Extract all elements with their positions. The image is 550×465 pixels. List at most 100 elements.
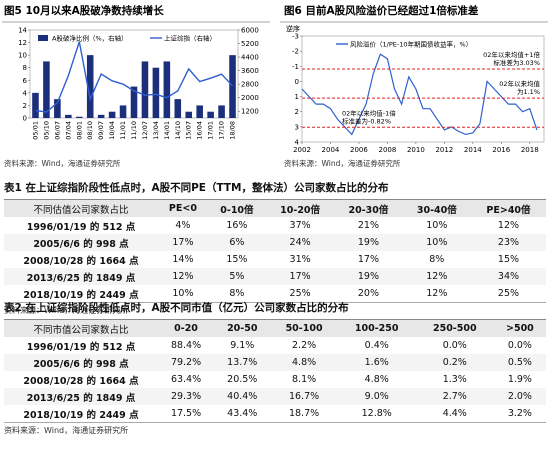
- bar: [119, 105, 127, 118]
- table-row: 2018/10/19 的 2449 点 17.5% 43.4% 18.7% 12.8% 4…: [4, 405, 546, 423]
- table-cell: 3.2%: [507, 408, 532, 419]
- table-title: 表2 在上证综指阶段性低点时，A股不同市值（亿元）公司家数占比的分布: [4, 298, 546, 320]
- bar: [130, 86, 138, 118]
- bar: [75, 116, 83, 118]
- table-cell: 10%: [426, 220, 448, 231]
- y2-tick-label: 5200: [241, 40, 259, 48]
- table-cell: 21%: [357, 220, 380, 231]
- line: [301, 53, 538, 136]
- y-tick-label: 6: [23, 77, 28, 85]
- x-tick-label: 06/07: [53, 121, 61, 140]
- table-cell: 12%: [426, 288, 448, 299]
- table-cell: 4%: [175, 220, 191, 231]
- table-row: 2005/6/6 的 998 点 17% 6% 24% 19% 10% 23%: [4, 234, 546, 251]
- header-row: 不同市值公司家数占比 0-20 20-50 50-100 100-250 250-500 >…: [4, 320, 546, 337]
- header-cell: 10-20倍: [265, 200, 335, 217]
- source-note: 资料来源：Wind，海通证券研究所: [284, 158, 401, 168]
- x-tick-label: 08/01: [75, 121, 83, 140]
- reference-label: 02年以来均值-1倍标准差为-0.82%: [342, 108, 396, 125]
- x-tick-label: 05/01: [31, 121, 39, 140]
- table-cell: 6%: [207, 234, 266, 251]
- table-cell: 8%: [229, 288, 245, 299]
- x-tick-label: 17/01: [207, 121, 215, 140]
- table-cell: 18.7%: [288, 408, 320, 419]
- y2-tick-label: 6000: [241, 27, 259, 35]
- header-cell: 不同市值公司家数占比: [4, 320, 158, 337]
- y2-tick-label: 2800: [241, 81, 259, 89]
- header-cell: 30-40倍: [402, 200, 471, 217]
- y-axis-title: 逆序: [286, 24, 300, 33]
- reference-label-line: 为1.1%: [517, 87, 540, 96]
- table-cell: 16%: [226, 220, 248, 231]
- legend-label: A股破净比例（%，右轴）: [52, 34, 128, 43]
- table-cell: 40.4%: [214, 388, 271, 405]
- header-cell: 20-30倍: [334, 200, 403, 217]
- table-cell: 4.4%: [442, 408, 467, 419]
- x-tick-label: 16/04: [196, 121, 204, 140]
- table-cell: 31%: [289, 254, 311, 265]
- header-cell: 50-100: [270, 320, 338, 337]
- table-cell: 2013/6/25 的 1849 点: [4, 388, 158, 405]
- table-cell: 9.0%: [337, 388, 416, 405]
- header-cell: 0-10倍: [207, 200, 266, 217]
- y-tick-label: 14: [18, 27, 27, 35]
- header-cell: PE<0: [158, 200, 208, 217]
- table-cell: 2018/10/19 的 2449 点: [23, 289, 139, 301]
- table-cell: 10%: [402, 234, 471, 251]
- table-cell: 17%: [265, 268, 335, 285]
- bar: [32, 92, 39, 118]
- bar: [163, 61, 171, 118]
- x-tick-label: 14/01: [163, 121, 171, 140]
- y2-tick-label: 2000: [241, 94, 259, 102]
- table: 不同估值公司家数占比 PE<0 0-10倍 10-20倍 20-30倍 30-40倍 PE>…: [4, 200, 546, 303]
- table-cell: 37%: [289, 220, 311, 231]
- x-tick-label: 2012: [435, 146, 453, 154]
- table-cell: 25%: [497, 288, 520, 299]
- reference-label: 02年以来均值为1.1%: [499, 79, 540, 96]
- table-cell: 29.3%: [158, 388, 215, 405]
- table-cell: 5%: [207, 268, 266, 285]
- table: 不同市值公司家数占比 0-20 20-50 50-100 100-250 250-500 >…: [4, 320, 546, 423]
- bar: [229, 55, 236, 118]
- table-cell: 16.7%: [270, 388, 338, 405]
- table-cell: 88.4%: [170, 340, 202, 351]
- y-tick-label: 3: [295, 123, 299, 131]
- bar: [185, 111, 193, 118]
- bar: [141, 61, 149, 118]
- table-cell: 19%: [334, 268, 403, 285]
- x-tick-label: 17/10: [218, 121, 226, 140]
- y-tick-label: 2: [295, 108, 299, 116]
- table-cell: 8.1%: [292, 374, 317, 385]
- bar: [196, 105, 203, 118]
- x-tick-label: 2014: [464, 146, 482, 154]
- reference-label-line: 标准差为-0.82%: [342, 116, 391, 125]
- table-row: 2013/6/25 的 1849 点 12% 5% 17% 19% 12% 34%: [4, 268, 546, 285]
- bar: [207, 111, 214, 118]
- table-cell: 2.0%: [493, 388, 546, 405]
- x-tick-label: 18/08: [229, 121, 237, 140]
- table-cell: 2005/6/6 的 998 点: [4, 354, 158, 371]
- table-cell: 34%: [470, 268, 546, 285]
- legend-label: 风险溢价（1/PE-10年期国债收益率，%）: [350, 40, 472, 49]
- bar: [108, 111, 116, 118]
- bar: [97, 114, 105, 118]
- x-tick-label: 2018: [521, 146, 539, 154]
- bar: [174, 99, 182, 118]
- table-cell: 12%: [158, 268, 208, 285]
- bar: [86, 55, 94, 118]
- x-tick-label: 2010: [407, 146, 425, 154]
- table-cell: 2018/10/19 的 2449 点: [23, 409, 139, 421]
- x-tick-label: 09/07: [97, 121, 105, 140]
- table-cell: 12%: [402, 268, 471, 285]
- x-tick-label: 2016: [492, 146, 510, 154]
- x-tick-label: 2004: [322, 146, 340, 154]
- x-tick-label: 2008: [378, 146, 396, 154]
- x-tick-label: 14/10: [174, 121, 182, 140]
- x-tick-label: 11/10: [130, 121, 138, 140]
- figures: 图5 10月以来A股破净数持续增长02468101214120020002800…: [2, 4, 548, 168]
- table-cell: 20%: [357, 288, 380, 299]
- table-cell: 0.0%: [442, 340, 467, 351]
- header-cell: >500: [493, 320, 546, 337]
- reference-label-line: 02年以来均值-1倍: [342, 108, 396, 117]
- y2-tick-label: 1200: [241, 108, 259, 116]
